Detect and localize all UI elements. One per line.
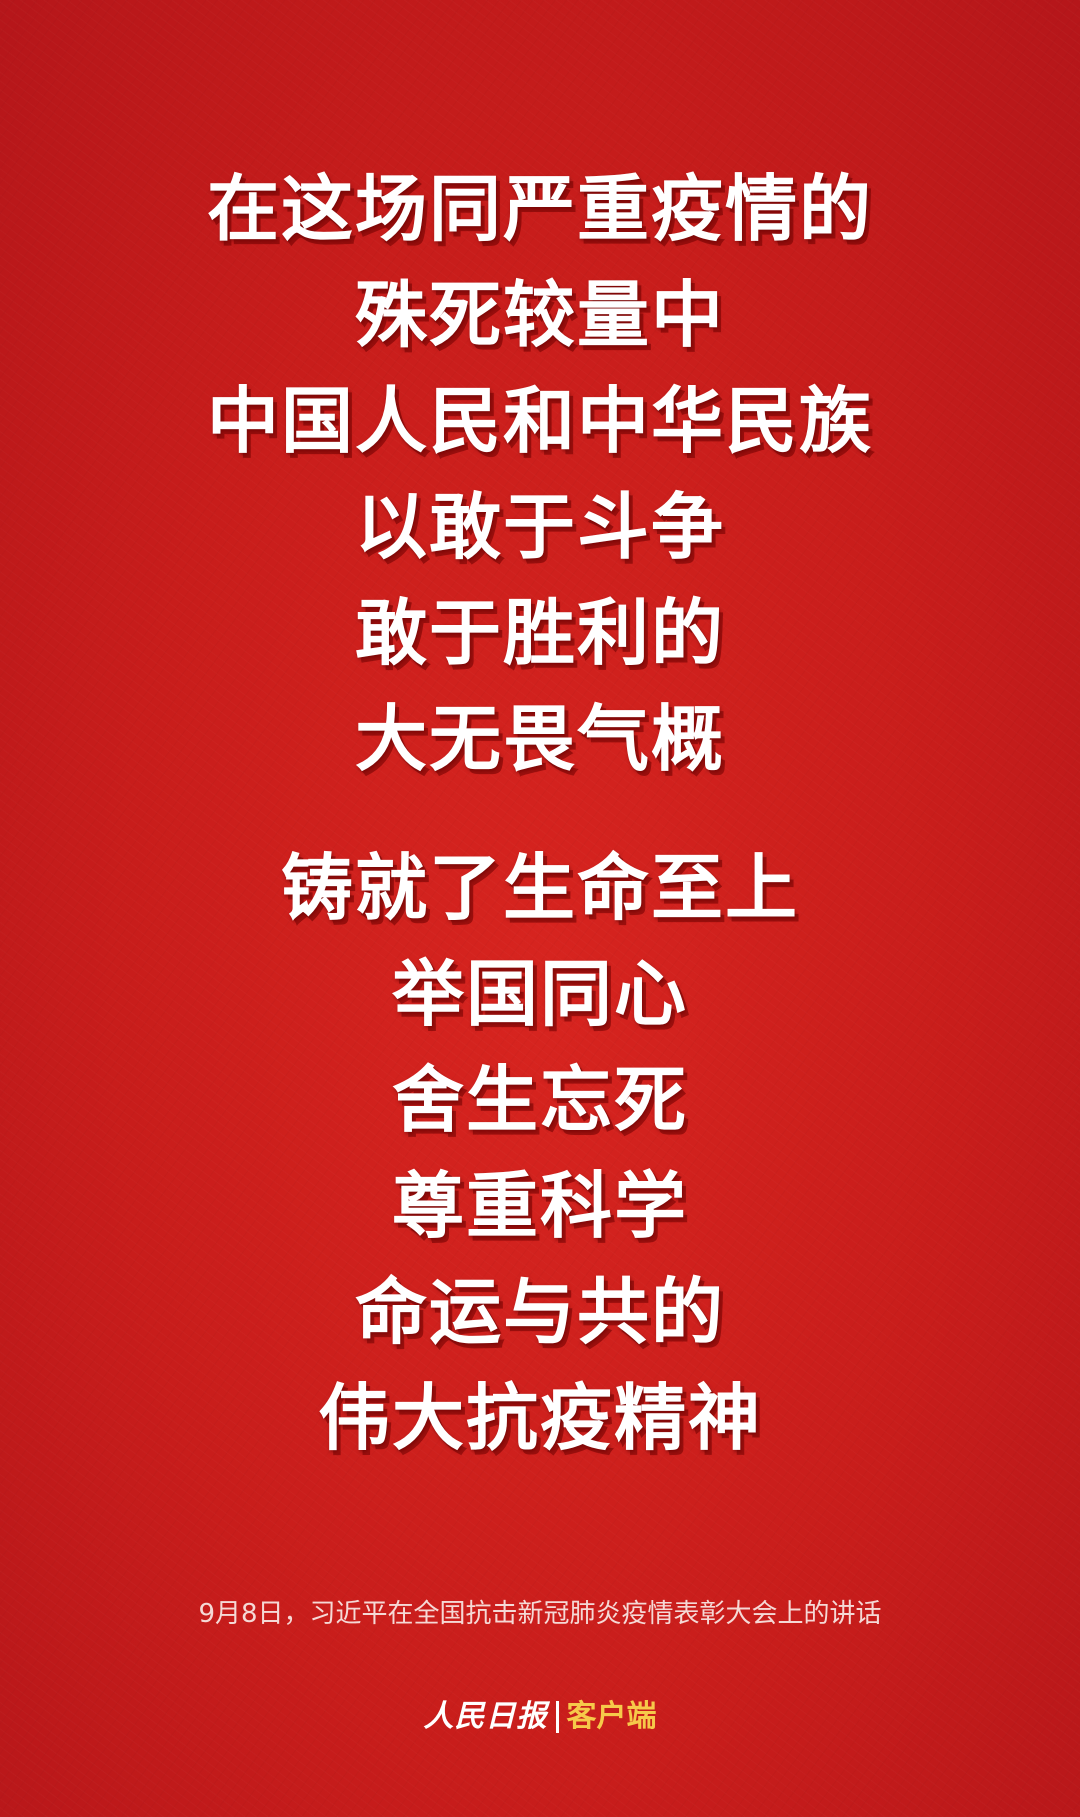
headline-line-4: 以敢于斗争	[354, 485, 725, 569]
headline-line-12: 伟大抗疫精神	[317, 1376, 762, 1460]
headline-line-10: 尊重科学	[391, 1164, 688, 1248]
headline-line-7: 铸就了生命至上	[280, 846, 799, 930]
headline-line-6: 大无畏气概	[354, 697, 725, 781]
headline-line-3: 中国人民和中华民族	[206, 379, 873, 463]
client-label: 客户端	[566, 1700, 657, 1733]
headline-line-8: 举国同心	[391, 952, 688, 1036]
headline-line-5: 敢于胜利的	[354, 591, 725, 675]
speech-caption: 9月8日，习近平在全国抗击新冠肺炎疫情表彰大会上的讲话	[198, 1599, 882, 1629]
headline-line-2: 殊死较量中	[354, 273, 725, 357]
headline-line-9: 舍生忘死	[391, 1058, 688, 1142]
peoples-daily-client-logo: 人民日报 客户端	[0, 1697, 1080, 1737]
logo-divider	[555, 1701, 559, 1733]
headline-line-11: 命运与共的	[354, 1270, 725, 1354]
peoples-daily-brand: 人民日报	[423, 1699, 548, 1734]
headline-line-1: 在这场同严重疫情的	[206, 167, 873, 251]
